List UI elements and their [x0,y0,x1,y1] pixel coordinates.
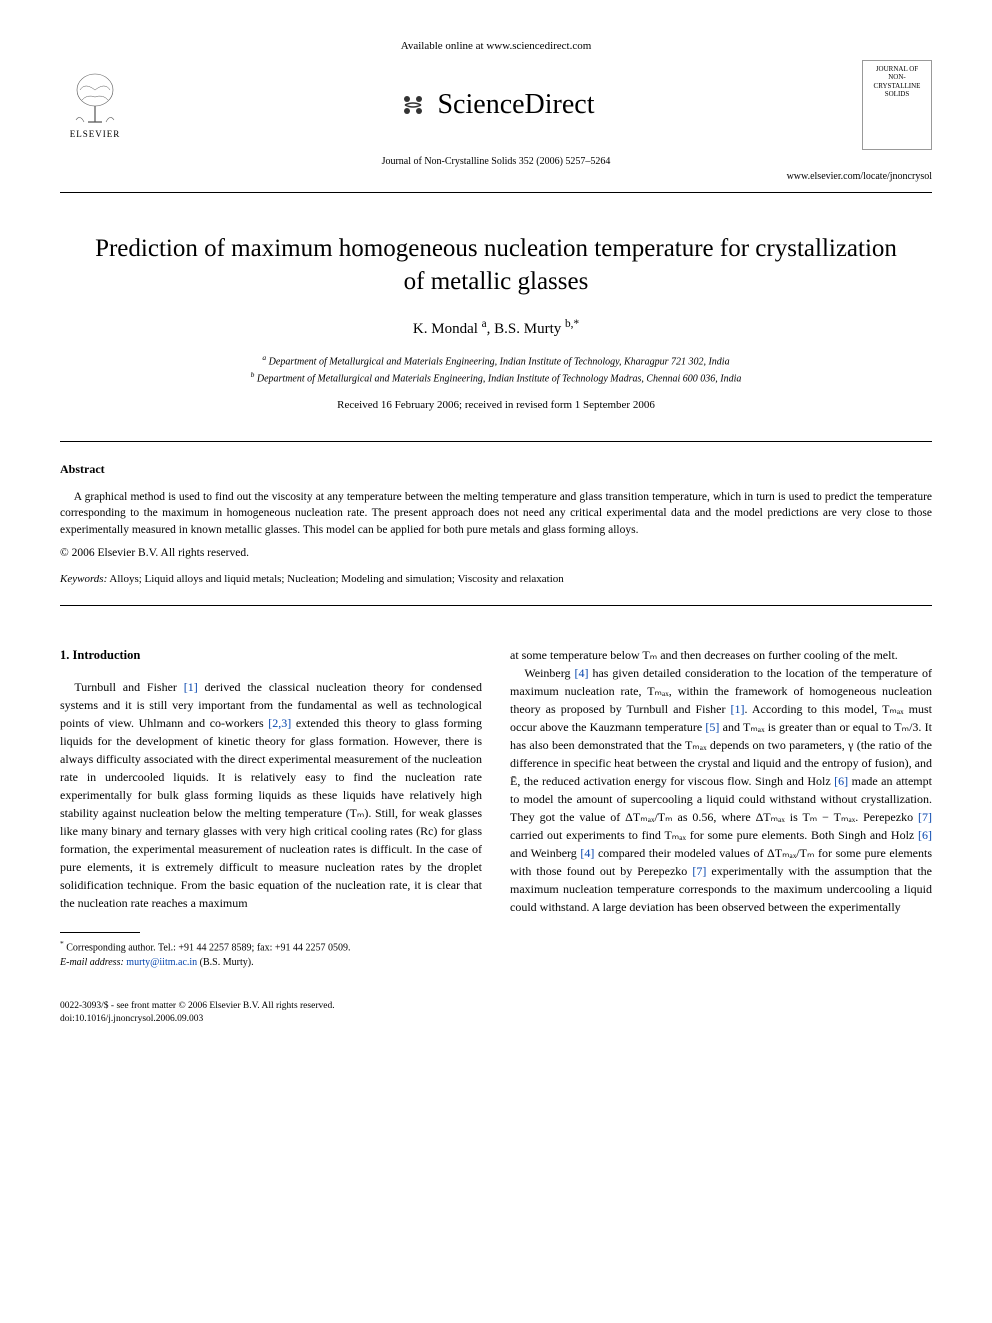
text-fragment: and Weinberg [510,846,580,860]
footnote: * Corresponding author. Tel.: +91 44 225… [60,939,482,969]
footnote-rule [60,932,140,933]
ref-link-1[interactable]: [1] [184,680,198,694]
article-dates: Received 16 February 2006; received in r… [60,399,932,411]
keywords-label: Keywords: [60,573,107,585]
intro-paragraph-1: Turnbull and Fisher [1] derived the clas… [60,678,482,912]
affiliation-b: Department of Metallurgical and Material… [257,374,742,385]
journal-url: www.elsevier.com/locate/jnoncrysol [60,171,932,182]
section-1-heading: 1. Introduction [60,646,482,665]
email-owner: (B.S. Murty). [200,957,254,968]
ref-link-7b[interactable]: [7] [692,864,706,878]
ref-link-6[interactable]: [6] [834,774,848,788]
corresponding-author-note: Corresponding author. Tel.: +91 44 2257 … [66,943,350,954]
ref-link-2-3[interactable]: [2,3] [268,716,291,730]
abstract-heading: Abstract [60,462,932,477]
abstract-rule-bottom [60,605,932,606]
footer: 0022-3093/$ - see front matter © 2006 El… [60,1000,932,1027]
journal-cover-line2: NON-CRYSTALLINE SOLIDS [867,73,927,98]
article-title: Prediction of maximum homogeneous nuclea… [90,233,902,298]
header-row: ELSEVIER ScienceDirect JOURNAL OF NON-CR… [60,60,932,150]
right-column: at some temperature below Tₘ and then de… [510,646,932,970]
footer-left: 0022-3093/$ - see front matter © 2006 El… [60,1000,335,1027]
sciencedirect-icon [397,89,429,121]
journal-cover: JOURNAL OF NON-CRYSTALLINE SOLIDS [862,60,932,150]
abstract-copyright: © 2006 Elsevier B.V. All rights reserved… [60,547,932,559]
body-columns: 1. Introduction Turnbull and Fisher [1] … [60,646,932,970]
authors: K. Mondal a, B.S. Murty b,* [60,318,932,338]
text-fragment: extended this theory to glass forming li… [60,716,482,910]
keywords-values: Alloys; Liquid alloys and liquid metals;… [107,573,564,585]
intro-paragraph-2: Weinberg [4] has given detailed consider… [510,664,932,916]
sciencedirect-logo: ScienceDirect [397,89,594,121]
header-rule [60,192,932,193]
text-fragment: Turnbull and Fisher [74,680,183,694]
ref-link-4[interactable]: [4] [575,666,589,680]
ref-link-5[interactable]: [5] [705,720,719,734]
intro-paragraph-1-cont: at some temperature below Tₘ and then de… [510,646,932,664]
journal-citation: Journal of Non-Crystalline Solids 352 (2… [60,156,932,167]
keywords-line: Keywords: Alloys; Liquid alloys and liqu… [60,573,932,585]
abstract-text: A graphical method is used to find out t… [60,489,932,539]
email-link[interactable]: murty@iitm.ac.in [126,957,197,968]
text-fragment: Weinberg [524,666,574,680]
ref-link-6b[interactable]: [6] [918,828,932,842]
issn-line: 0022-3093/$ - see front matter © 2006 El… [60,1000,335,1013]
journal-cover-line1: JOURNAL OF [876,65,918,73]
ref-link-1b[interactable]: [1] [731,702,745,716]
available-online-text: Available online at www.sciencedirect.co… [60,40,932,52]
email-label: E-mail address: [60,957,124,968]
ref-link-4b[interactable]: [4] [580,846,594,860]
elsevier-name: ELSEVIER [70,129,121,139]
ref-link-7[interactable]: [7] [918,810,932,824]
sciencedirect-text: ScienceDirect [437,89,594,121]
doi-line: doi:10.1016/j.jnoncrysol.2006.09.003 [60,1013,335,1026]
abstract-rule-top [60,441,932,442]
affiliation-a: Department of Metallurgical and Material… [269,356,730,367]
elsevier-logo: ELSEVIER [60,65,130,145]
text-fragment: carried out experiments to find Tₘₐₓ for… [510,828,918,842]
left-column: 1. Introduction Turnbull and Fisher [1] … [60,646,482,970]
elsevier-tree-icon [70,72,120,127]
affiliations: a Department of Metallurgical and Materi… [60,352,932,387]
